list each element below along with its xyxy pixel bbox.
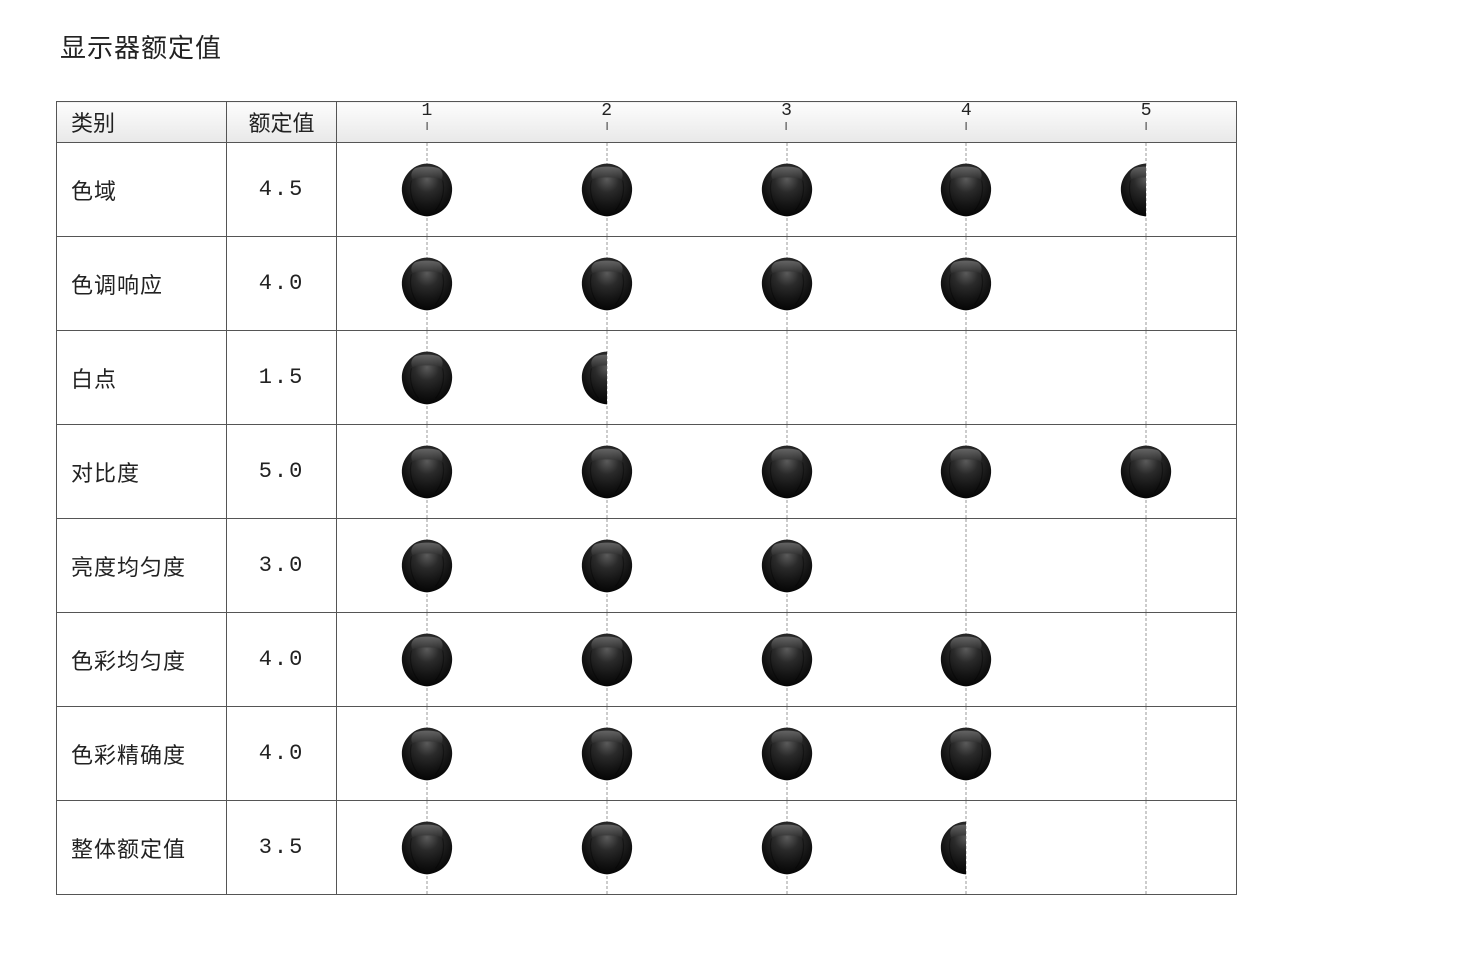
rating-gem-icon [577,160,637,220]
cell-rating-gems [337,801,1237,895]
cell-rating-gems [337,707,1237,801]
ratings-table: 类别 额定值 1 2 3 4 5 色域4.5 [56,101,1237,895]
rating-gem-icon [397,442,457,502]
scale-tick-label: 2 [601,101,612,121]
scale-tick-mark [1146,122,1147,130]
rating-gem-icon [397,818,457,878]
scale-tick-label: 3 [781,101,792,121]
cell-category: 色彩精确度 [57,707,227,801]
rating-gem-icon [757,724,817,784]
page-title: 显示器额定值 [60,28,1413,65]
scale-tick: 4 [961,102,972,130]
cell-rating-gems [337,613,1237,707]
cell-rating-gems [337,331,1237,425]
cell-rating-gems [337,143,1237,237]
scale-tick-mark [786,122,787,130]
cell-rating-gems [337,237,1237,331]
cell-category: 色域 [57,143,227,237]
rating-gem-icon [397,348,457,408]
cell-value: 3.0 [227,519,337,613]
rating-gem-icon [577,818,637,878]
scale-tick-mark [966,122,967,130]
rating-gem-icon [936,254,996,314]
table-row: 整体额定值3.5 [57,801,1237,895]
scale-tick: 1 [421,102,432,130]
column-header-category: 类别 [57,102,227,143]
cell-category: 色彩均匀度 [57,613,227,707]
rating-gem-icon [757,254,817,314]
table-row: 对比度5.0 [57,425,1237,519]
rating-gem-icon [936,630,996,690]
cell-value: 4.5 [227,143,337,237]
rating-gem-icon [577,254,637,314]
table-row: 色域4.5 [57,143,1237,237]
table-row: 色彩精确度4.0 [57,707,1237,801]
cell-value: 3.5 [227,801,337,895]
cell-category: 整体额定值 [57,801,227,895]
scale-tick-mark [606,122,607,130]
rating-gem-icon [577,724,637,784]
rating-gem-icon [757,630,817,690]
cell-value: 1.5 [227,331,337,425]
rating-gem-icon [397,254,457,314]
cell-value: 4.0 [227,707,337,801]
cell-value: 5.0 [227,425,337,519]
rating-gem-icon [577,442,637,502]
cell-value: 4.0 [227,613,337,707]
rating-gem-icon [397,630,457,690]
cell-rating-gems [337,519,1237,613]
column-header-scale: 1 2 3 4 5 [337,102,1237,143]
gridline [966,519,967,612]
gridline [1146,237,1147,330]
scale-tick: 3 [781,102,792,130]
rating-gem-icon [577,630,637,690]
scale-tick-mark [426,122,427,130]
cell-value: 4.0 [227,237,337,331]
cell-category: 色调响应 [57,237,227,331]
rating-gem-icon [757,818,817,878]
rating-gem-icon [757,536,817,596]
rating-gem-icon [757,442,817,502]
scale-tick-label: 4 [961,101,972,121]
rating-gem-icon [397,160,457,220]
cell-category: 白点 [57,331,227,425]
table-row: 色调响应4.0 [57,237,1237,331]
column-header-value: 额定值 [227,102,337,143]
rating-gem-icon [936,442,996,502]
table-row: 色彩均匀度4.0 [57,613,1237,707]
cell-category: 对比度 [57,425,227,519]
rating-gem-half-icon [936,818,996,878]
rating-gem-icon [397,724,457,784]
gridline [966,331,967,424]
scale-tick: 5 [1141,102,1152,130]
rating-gem-icon [397,536,457,596]
cell-rating-gems [337,425,1237,519]
scale-tick-label: 1 [421,101,432,121]
rating-gem-icon [577,536,637,596]
cell-category: 亮度均匀度 [57,519,227,613]
rating-gem-icon [936,724,996,784]
scale-tick: 2 [601,102,612,130]
gridline [1146,519,1147,612]
gridline [1146,331,1147,424]
rating-gem-half-icon [1116,160,1176,220]
gridline [786,331,787,424]
rating-gem-icon [1116,442,1176,502]
table-row: 亮度均匀度3.0 [57,519,1237,613]
table-row: 白点1.5 [57,331,1237,425]
gridline [1146,801,1147,894]
rating-gem-icon [757,160,817,220]
rating-gem-icon [936,160,996,220]
rating-gem-half-icon [577,348,637,408]
gridline [1146,707,1147,800]
gridline [1146,613,1147,706]
scale-tick-label: 5 [1141,101,1152,121]
